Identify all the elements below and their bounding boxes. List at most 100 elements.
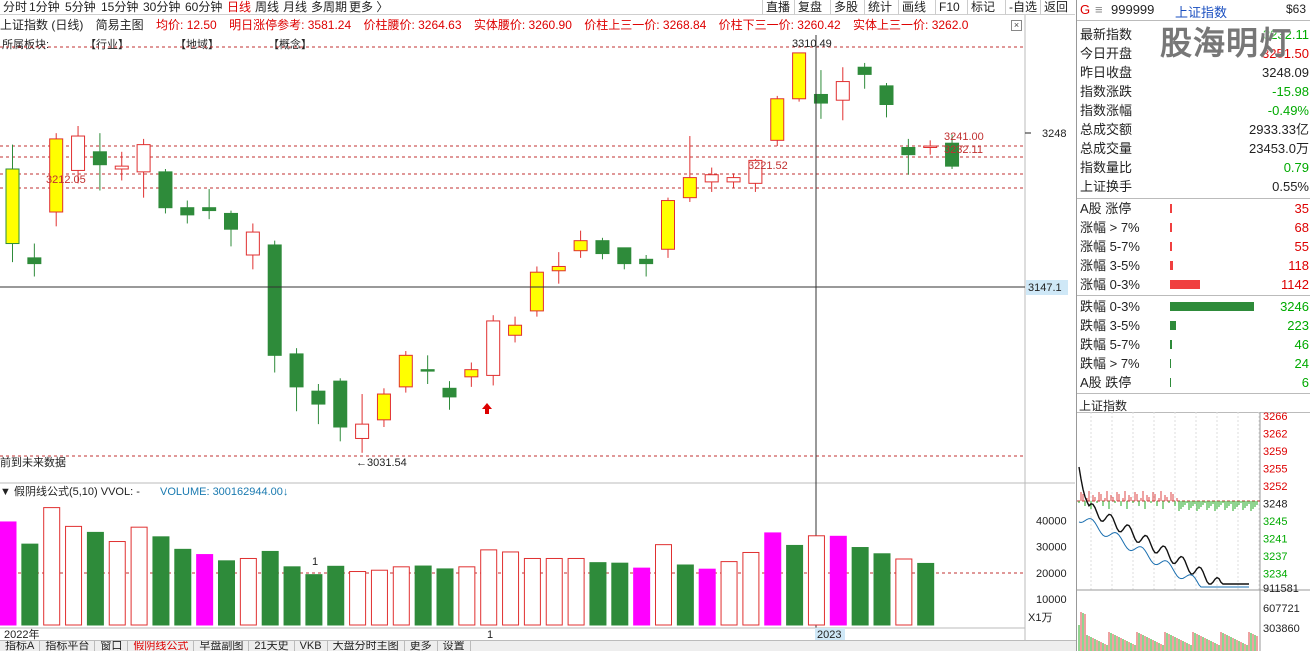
breadth-bar xyxy=(1170,340,1172,349)
candle xyxy=(857,62,872,89)
indicator-tab-3[interactable]: 假阴线公式 xyxy=(128,641,195,651)
close-icon[interactable]: × xyxy=(1011,20,1022,31)
toolbar-6[interactable]: 标记 xyxy=(967,0,998,15)
volume-bar xyxy=(786,544,804,626)
period-1[interactable]: 1分钟 xyxy=(29,0,60,14)
vol-marker: 1 xyxy=(312,556,318,568)
candle-body xyxy=(376,393,391,421)
toolbar-3[interactable]: 统计 xyxy=(864,0,895,15)
period-4[interactable]: 30分钟 xyxy=(143,0,181,14)
candle-body xyxy=(5,168,20,245)
breadth-label: A股 涨停 xyxy=(1080,201,1132,216)
candle xyxy=(661,197,675,258)
indicator-tab-2[interactable]: 窗口 xyxy=(95,641,129,651)
mini-chart-title: 上证指数 xyxy=(1079,399,1128,413)
stat-label: 指数量比 xyxy=(1080,160,1133,175)
toolbar-4[interactable]: 画线 xyxy=(898,0,929,15)
menu-icon[interactable]: ≡ xyxy=(1095,2,1103,17)
main-chart-mode[interactable]: 简易主图 xyxy=(95,18,144,32)
indicator-tab-6[interactable]: VKB xyxy=(295,641,328,651)
candle xyxy=(508,316,523,343)
breadth-bar xyxy=(1170,359,1171,368)
candle-body xyxy=(289,353,304,388)
breadth-label: A股 跌停 xyxy=(1080,375,1132,390)
stat-label: 今日开盘 xyxy=(1080,46,1133,61)
candle-body xyxy=(945,142,960,167)
volume-bar xyxy=(108,541,126,626)
stat-value: 0.79 xyxy=(1283,160,1309,175)
breadth-value: 46 xyxy=(1294,337,1309,352)
indicator-tab-7[interactable]: 大盘分时主图 xyxy=(328,641,405,651)
period-8[interactable]: 月线 xyxy=(283,0,308,14)
candle xyxy=(224,210,238,247)
left-high-label: 3212.05 xyxy=(46,174,86,186)
toolbar-7[interactable]: -自选 xyxy=(1005,0,1040,15)
candle xyxy=(5,144,20,263)
breadth-value: 118 xyxy=(1288,258,1309,273)
limit-up-ref: 明日涨停参考: 3581.24 xyxy=(229,18,352,32)
chart-title: 上证指数 (日线) xyxy=(0,18,84,32)
stat-label: 最新指数 xyxy=(1080,27,1133,42)
sector-industry[interactable]: 【行业】 xyxy=(85,39,129,51)
breadth-bar xyxy=(1170,280,1200,289)
volume-bar xyxy=(392,566,410,626)
stat-value: -0.49% xyxy=(1267,103,1309,118)
candle-body xyxy=(770,98,785,141)
toolbar-8[interactable]: 返回 xyxy=(1040,0,1071,15)
vol-tick: 10000 xyxy=(1036,594,1067,606)
candle xyxy=(573,230,588,258)
toolbar-1[interactable]: 复盘 xyxy=(794,0,825,15)
toolbar-2[interactable]: 多股 xyxy=(830,0,861,15)
candle xyxy=(289,348,304,412)
period-3[interactable]: 15分钟 xyxy=(101,0,139,14)
candle-body xyxy=(464,369,479,378)
period-7[interactable]: 周线 xyxy=(255,0,280,14)
mini-tick: 3234 xyxy=(1263,569,1287,581)
candle xyxy=(901,138,916,175)
stat-label: 总成交额 xyxy=(1080,122,1133,137)
breadth-bar xyxy=(1170,242,1172,251)
breadth-value: 1142 xyxy=(1281,277,1309,292)
period-6[interactable]: 日线 xyxy=(227,0,252,14)
candle-body xyxy=(486,320,501,376)
bar-upper-third: 价柱上三一价: 3268.84 xyxy=(584,18,707,32)
candle-body xyxy=(158,171,173,209)
mini-intraday-chart[interactable]: 3266 3262 3259 3255 3252 3248 3245 3241 3237 3234… xyxy=(1077,412,1310,651)
mini-tick: 3248 xyxy=(1263,499,1287,511)
period-2[interactable]: 5分钟 xyxy=(65,0,96,14)
candle-body xyxy=(49,138,64,213)
indicator-tab-8[interactable]: 更多 xyxy=(405,641,438,651)
candle xyxy=(682,136,697,202)
period-0[interactable]: 分时 xyxy=(3,0,28,14)
indicator-tab-9[interactable]: 设置 xyxy=(438,641,471,651)
period-5[interactable]: 60分钟 xyxy=(185,0,223,14)
candle xyxy=(551,252,566,284)
volume-bar xyxy=(174,548,192,626)
avg-price: 均价: 12.50 xyxy=(156,18,217,32)
candle xyxy=(486,315,501,386)
sector-region[interactable]: 【地域】 xyxy=(175,39,219,51)
breadth-bar xyxy=(1170,261,1173,270)
sector-concept[interactable]: 【概念】 xyxy=(268,39,312,51)
period-10[interactable]: 更多 〉 xyxy=(349,0,389,14)
toolbar-0[interactable]: 直播 xyxy=(762,0,793,15)
volume-bar xyxy=(502,551,520,626)
breadth-value: 55 xyxy=(1294,239,1309,254)
indicator-tab-0[interactable]: 指标A xyxy=(0,641,41,651)
volume-bar xyxy=(829,535,847,626)
period-9[interactable]: 多周期 xyxy=(311,0,348,14)
candle-body xyxy=(202,207,217,212)
breadth-bar xyxy=(1170,378,1171,387)
indicator-tab-1[interactable]: 指标平台 xyxy=(40,641,96,651)
volume-bar xyxy=(523,557,541,626)
breadth-down-row: 跌幅 5-7% 46 xyxy=(1077,335,1310,354)
toolbar-5[interactable]: F10 xyxy=(935,0,963,15)
mini-tick: 3262 xyxy=(1263,429,1287,441)
stat-label: 昨日收盘 xyxy=(1080,65,1133,80)
indicator-tab-5[interactable]: 21天史 xyxy=(249,641,295,651)
volume-bar xyxy=(436,568,454,626)
indicator-tab-4[interactable]: 早盘副图 xyxy=(194,641,250,651)
candle-body xyxy=(595,240,610,255)
volume-bar xyxy=(43,507,61,626)
